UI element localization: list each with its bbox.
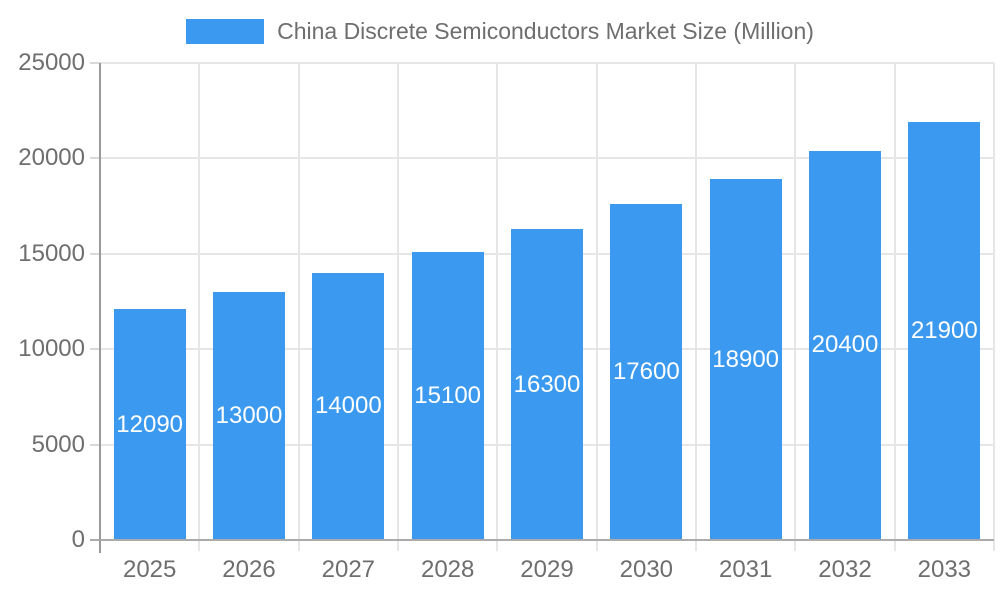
vertical-gridline (794, 63, 797, 551)
bar-2033[interactable]: 21900 (908, 122, 981, 540)
horizontal-gridline (100, 157, 994, 160)
bar-value-label: 15100 (414, 381, 482, 409)
vertical-gridline (695, 63, 697, 551)
vertical-gridline (397, 63, 399, 551)
x-tick-label: 2027 (321, 556, 376, 583)
x-tick-label: 2030 (619, 556, 674, 583)
chart-legend[interactable]: China Discrete Semiconductors Market Siz… (0, 18, 1000, 45)
vertical-gridline (595, 63, 598, 551)
y-tick-mark (90, 539, 100, 541)
y-tick-label: 10000 (18, 335, 85, 363)
x-tick-label: 2031 (718, 556, 773, 583)
y-tick-label: 15000 (18, 239, 85, 267)
bar-2031[interactable]: 18900 (709, 179, 782, 540)
bar-2026[interactable]: 13000 (213, 291, 285, 540)
bar-2028[interactable]: 15100 (411, 251, 484, 540)
vertical-gridline (198, 63, 201, 551)
y-tick-mark (90, 62, 100, 64)
vertical-gridline (893, 63, 896, 551)
bar-2029[interactable]: 16300 (511, 229, 583, 540)
x-tick-label: 2029 (520, 556, 574, 583)
bar-value-label: 17600 (612, 358, 680, 386)
bar-value-label: 16300 (513, 370, 581, 398)
y-axis-line (99, 63, 101, 553)
plot-area: 12090 13000 14000 15100 16300 17600 18900 20400… (99, 62, 995, 553)
x-tick-label: 2028 (420, 556, 475, 583)
y-tick-label: 5000 (31, 430, 85, 458)
bar-value-label: 14000 (314, 392, 382, 420)
vertical-gridline (496, 63, 499, 551)
bar-value-label: 12090 (116, 410, 184, 438)
legend-color-swatch (186, 19, 265, 44)
bar-2027[interactable]: 14000 (312, 272, 385, 540)
bar-2030[interactable]: 17600 (610, 204, 683, 540)
y-tick-mark (90, 252, 100, 255)
y-tick-mark (90, 157, 100, 160)
bar-value-label: 21900 (910, 317, 978, 345)
bar-2032[interactable]: 20400 (809, 150, 881, 540)
bar-value-label: 18900 (712, 345, 780, 373)
y-tick-label: 0 (71, 526, 85, 553)
x-tick-label: 2025 (122, 556, 177, 583)
x-tick-label: 2032 (818, 556, 872, 583)
y-tick-label: 25000 (18, 49, 85, 76)
x-tick-label: 2026 (222, 556, 276, 583)
y-tick-mark (90, 443, 100, 446)
x-tick-label: 2033 (917, 556, 972, 583)
vertical-gridline (993, 63, 995, 551)
horizontal-gridline (100, 62, 994, 64)
x-axis-line (100, 539, 994, 541)
y-tick-mark (90, 348, 100, 351)
y-tick-label: 20000 (18, 144, 85, 172)
vertical-gridline (297, 63, 300, 551)
bar-value-label: 13000 (215, 401, 283, 429)
bar-2025[interactable]: 12090 (113, 309, 186, 540)
legend-series-label: China Discrete Semiconductors Market Siz… (277, 18, 814, 44)
bar-value-label: 20400 (811, 331, 879, 359)
